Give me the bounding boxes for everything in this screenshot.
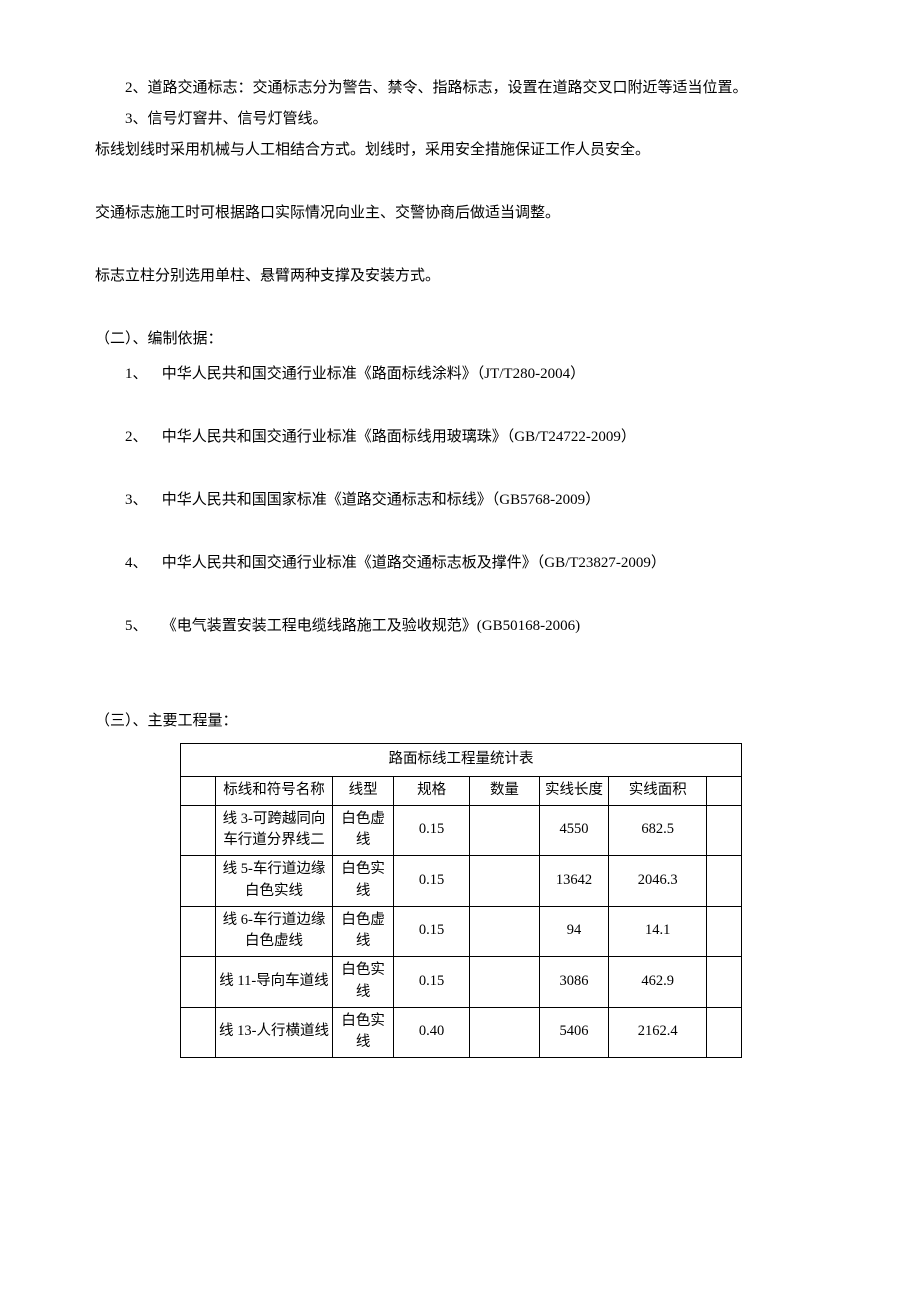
table-cell [181,856,216,907]
table-cell: 0.15 [394,906,470,957]
standard-item-5: 5、 《电气装置安装工程电缆线路施工及验收规范》(GB50168-2006) [95,613,825,640]
table-cell [707,906,742,957]
table-cell: 3086 [539,957,609,1008]
table-cell: 5406 [539,1007,609,1058]
table-cell: 白色虚线 [333,906,394,957]
table-cell: 682.5 [609,805,707,856]
standard-item-4: 4、 中华人民共和国交通行业标准《道路交通标志板及撑件》（GB/T23827-2… [95,550,825,577]
table-cell: 线 5-车行道边缘白色实线 [215,856,332,907]
table-cell: 线 3-可跨越同向车行道分界线二 [215,805,332,856]
standard-item-text: 中华人民共和国国家标准《道路交通标志和标线》（GB5768-2009） [162,492,600,508]
table-header-cell: 线型 [333,776,394,805]
table-cell: 2162.4 [609,1007,707,1058]
table-cell: 13642 [539,856,609,907]
table-cell: 线 13-人行横道线 [215,1007,332,1058]
table-cell [181,957,216,1008]
table-row: 线 13-人行横道线 白色实线 0.40 5406 2162.4 [181,1007,742,1058]
table-cell: 白色实线 [333,1007,394,1058]
table-row: 线 11-导向车道线 白色实线 0.15 3086 462.9 [181,957,742,1008]
standard-item-num: 5、 [125,613,158,640]
spacer [95,168,825,200]
table-cell: 0.40 [394,1007,470,1058]
table-row: 线 6-车行道边缘白色虚线 白色虚线 0.15 94 14.1 [181,906,742,957]
table-header-cell: 规格 [394,776,470,805]
table-cell: 线 6-车行道边缘白色虚线 [215,906,332,957]
spacer [95,648,825,680]
spacer [95,585,825,613]
section-3-heading: （三）、主要工程量： [95,708,825,735]
standard-item-text: 中华人民共和国交通行业标准《路面标线用玻璃珠》（GB/T24722-2009） [162,429,636,445]
table-cell: 2046.3 [609,856,707,907]
section-2-heading: （二）、编制依据： [95,326,825,353]
table-cell: 白色实线 [333,957,394,1008]
table-cell [181,805,216,856]
table-header-cell: 实线长度 [539,776,609,805]
table-cell: 白色实线 [333,856,394,907]
table-header-cell: 实线面积 [609,776,707,805]
table-cell [470,856,540,907]
table-container: 路面标线工程量统计表 标线和符号名称 线型 规格 数量 实线长度 实线面积 线 … [180,743,825,1058]
paragraph-item-2: 2、道路交通标志：交通标志分为警告、禁令、指路标志，设置在道路交叉口附近等适当位… [95,75,825,102]
standard-item-num: 2、 [125,424,158,451]
paragraph-construction: 交通标志施工时可根据路口实际情况向业主、交警协商后做适当调整。 [95,200,825,227]
table-title-row: 路面标线工程量统计表 [181,744,742,777]
quantity-table: 路面标线工程量统计表 标线和符号名称 线型 规格 数量 实线长度 实线面积 线 … [180,743,742,1058]
spacer [95,522,825,550]
table-row: 线 3-可跨越同向车行道分界线二 白色虚线 0.15 4550 682.5 [181,805,742,856]
table-cell [470,957,540,1008]
standard-item-2: 2、 中华人民共和国交通行业标准《路面标线用玻璃珠》（GB/T24722-200… [95,424,825,451]
table-cell: 94 [539,906,609,957]
paragraph-method: 标线划线时采用机械与人工相结合方式。划线时，采用安全措施保证工作人员安全。 [95,137,825,164]
spacer [95,680,825,708]
table-header-row: 标线和符号名称 线型 规格 数量 实线长度 实线面积 [181,776,742,805]
table-row: 线 5-车行道边缘白色实线 白色实线 0.15 13642 2046.3 [181,856,742,907]
standard-item-1: 1、 中华人民共和国交通行业标准《路面标线涂料》（JT/T280-2004） [95,361,825,388]
table-cell [707,1007,742,1058]
table-header-cell: 标线和符号名称 [215,776,332,805]
standard-item-num: 4、 [125,550,158,577]
spacer [95,396,825,424]
table-cell [707,957,742,1008]
table-cell: 4550 [539,805,609,856]
standard-item-3: 3、 中华人民共和国国家标准《道路交通标志和标线》（GB5768-2009） [95,487,825,514]
table-cell [181,906,216,957]
table-cell [707,805,742,856]
table-cell [470,1007,540,1058]
table-cell: 0.15 [394,856,470,907]
standard-item-text: 中华人民共和国交通行业标准《道路交通标志板及撑件》（GB/T23827-2009… [162,555,666,571]
standard-item-text: 《电气装置安装工程电缆线路施工及验收规范》(GB50168-2006) [162,618,580,634]
table-cell [707,856,742,907]
spacer [95,294,825,326]
standard-item-num: 3、 [125,487,158,514]
table-header-cell: 数量 [470,776,540,805]
spacer [95,231,825,263]
table-cell [470,906,540,957]
table-cell [181,1007,216,1058]
table-cell: 0.15 [394,805,470,856]
paragraph-pillar: 标志立柱分别选用单柱、悬臂两种支撑及安装方式。 [95,263,825,290]
table-title: 路面标线工程量统计表 [181,744,742,777]
standard-item-text: 中华人民共和国交通行业标准《路面标线涂料》（JT/T280-2004） [162,366,585,382]
table-cell: 462.9 [609,957,707,1008]
table-cell: 线 11-导向车道线 [215,957,332,1008]
paragraph-item-3: 3、信号灯窨井、信号灯管线。 [95,106,825,133]
table-header-cell [707,776,742,805]
standard-item-num: 1、 [125,361,158,388]
table-cell: 14.1 [609,906,707,957]
table-cell [470,805,540,856]
table-cell: 白色虚线 [333,805,394,856]
table-header-cell [181,776,216,805]
table-cell: 0.15 [394,957,470,1008]
spacer [95,459,825,487]
